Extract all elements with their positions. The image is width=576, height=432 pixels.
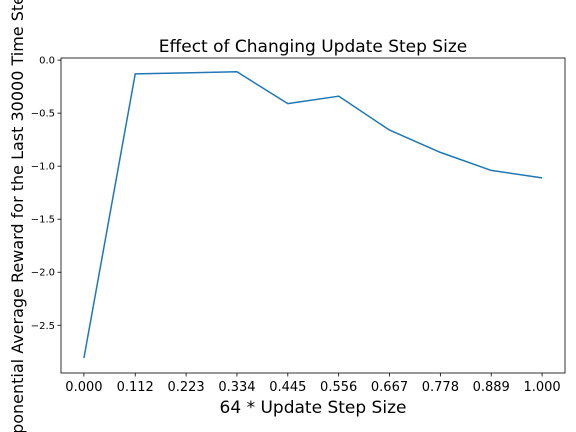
x-tick-label: 1.000	[523, 380, 560, 395]
y-tick-label: −1.5	[31, 215, 55, 226]
y-tick-label: −2.0	[31, 268, 55, 279]
x-tick-label: 0.000	[65, 380, 102, 395]
series-layer	[83, 71, 543, 359]
x-tick-label: 0.778	[422, 380, 459, 395]
y-tick-label: −2.5	[31, 321, 55, 332]
y-axis: 0.0 −0.5 −1.0 −1.5 −2.0 −2.5	[31, 56, 61, 332]
x-tick-label: 0.556	[320, 380, 357, 395]
x-tick-label: 0.334	[218, 380, 255, 395]
y-tick-label: −0.5	[31, 109, 55, 120]
x-tick-label: 0.445	[269, 380, 306, 395]
plot-frame	[60, 57, 566, 374]
series-line-0	[83, 71, 543, 359]
x-tick-label: 0.112	[117, 380, 154, 395]
plot-area: 0.0−0.5−1.0−1.5−2.0−2.5 0.000 0.112 0.223 0…	[31, 56, 566, 395]
y-axis-label: Exponential Average Reward for the Last …	[8, 0, 27, 432]
chart-title: Effect of Changing Update Step Size	[159, 37, 467, 57]
x-tick-label: 0.889	[473, 380, 510, 395]
x-tick-label: 0.667	[371, 380, 408, 395]
x-tick-label: 0.223	[167, 380, 204, 395]
x-axis: 0.000 0.112 0.223 0.334 0.445 0.556 0.667 0.778…	[65, 373, 561, 395]
x-axis-label: 64 * Update Step Size	[220, 398, 407, 418]
y-tick-label: −1.0	[31, 162, 55, 173]
y-tick-label: 0.0	[39, 56, 55, 67]
